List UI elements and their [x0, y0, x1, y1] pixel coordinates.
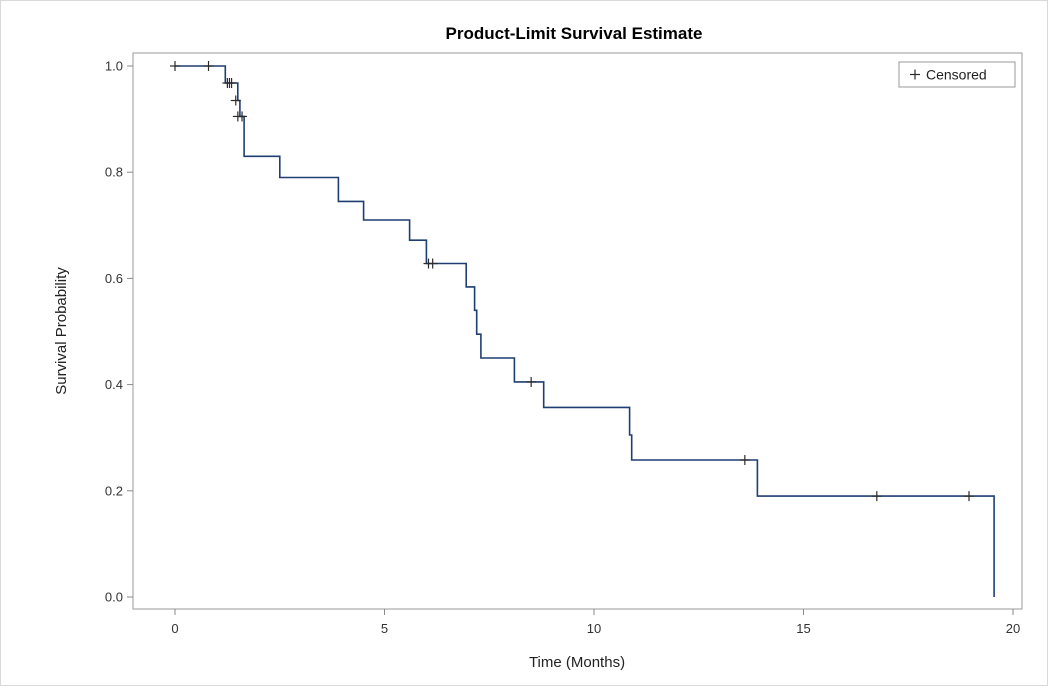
y-tick-label: 0.6: [105, 271, 123, 286]
censored-marker: [739, 455, 750, 466]
legend: Censored: [898, 61, 1016, 88]
y-axis-label: Survival Probability: [53, 267, 70, 395]
censored-marker: [237, 111, 248, 122]
censored-marker: [203, 61, 214, 71]
y-tick-label: 0.4: [105, 377, 123, 392]
legend-censored-marker: [910, 69, 920, 80]
x-tick-label: 0: [171, 621, 178, 636]
plot-area: [132, 52, 1023, 610]
x-axis-label: Time (Months): [529, 654, 625, 671]
y-tick-label: 1.0: [105, 59, 123, 74]
x-tick-label: 5: [381, 621, 388, 636]
y-tick-label: 0.0: [105, 590, 123, 605]
censored-marker: [226, 77, 237, 88]
censored-marker: [964, 491, 975, 502]
censored-marker: [170, 61, 180, 71]
x-tick-label: 20: [1006, 621, 1020, 636]
censored-marker: [230, 95, 241, 106]
x-tick-label: 10: [587, 621, 601, 636]
y-tick-label: 0.2: [105, 483, 123, 498]
x-tick-label: 15: [796, 621, 810, 636]
axes: 0 5 10 15 20 0.0 0.2 0.4 0.6 0.8 1.0: [105, 59, 1020, 637]
censored-marker: [871, 491, 882, 502]
survival-series: [170, 61, 995, 597]
censored-marker: [427, 258, 438, 269]
legend-label-censored: Censored: [926, 67, 987, 83]
censored-marker: [526, 376, 537, 387]
chart-title: Product-Limit Survival Estimate: [446, 24, 703, 43]
y-tick-label: 0.8: [105, 165, 123, 180]
